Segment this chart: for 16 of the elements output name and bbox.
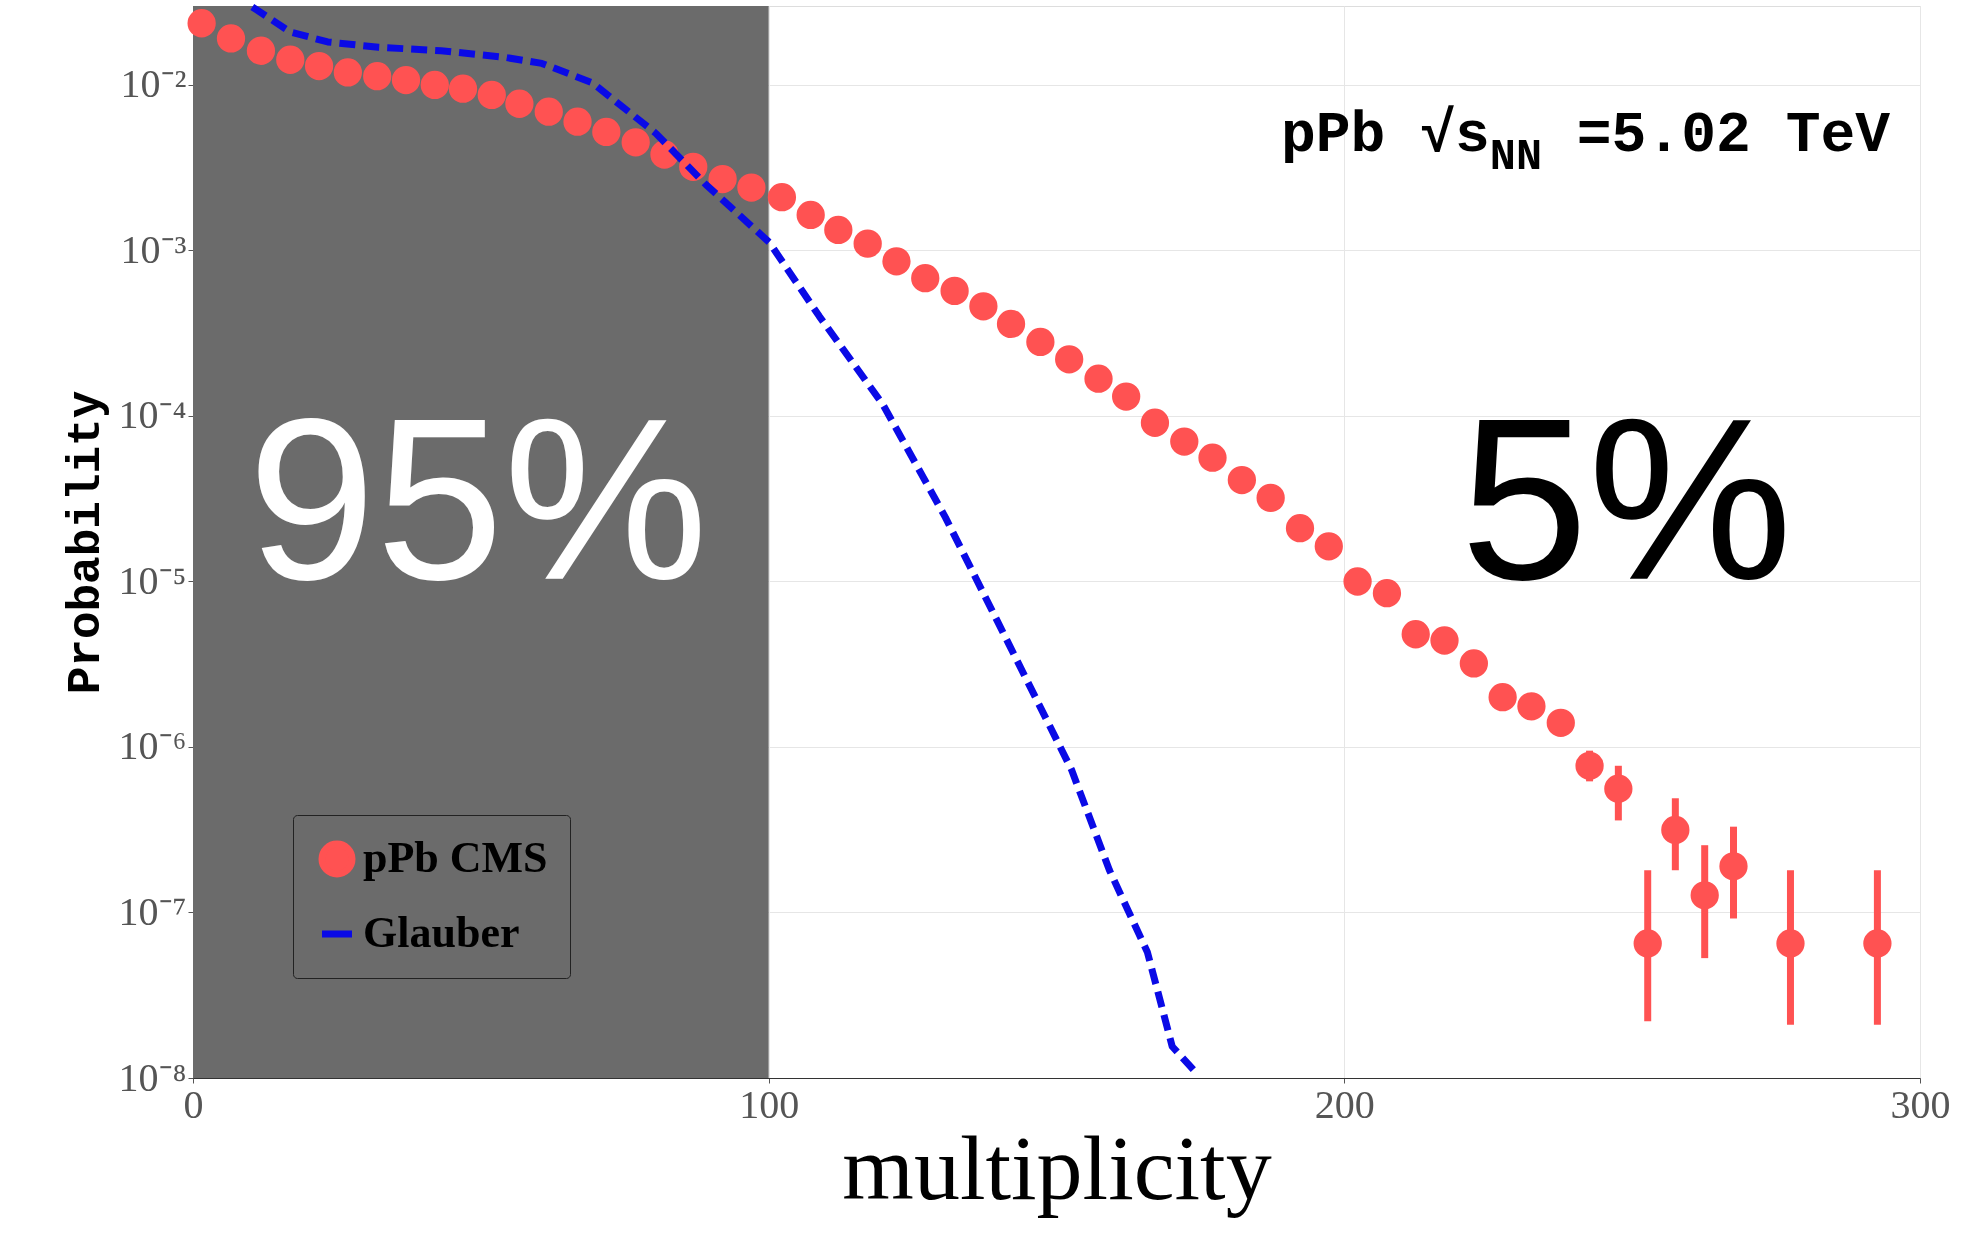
y-axis-title: Probability xyxy=(60,390,113,695)
annotation: 5% xyxy=(1460,370,1793,628)
y-tick-label: 10⁻⁵ xyxy=(118,557,187,603)
x-tick-label: 0 xyxy=(183,1081,204,1127)
y-tick-label: 10⁻⁷ xyxy=(118,888,187,934)
legend-label: Glauber xyxy=(363,908,520,957)
y-tick-label: 10⁻⁴ xyxy=(118,392,187,438)
y-tick-label: 10⁻⁶ xyxy=(118,723,187,769)
annotation: 95% xyxy=(247,370,709,628)
x-axis-title: multiplicity xyxy=(842,1116,1272,1219)
x-tick-label: 100 xyxy=(739,1081,800,1127)
y-tick-label: 10⁻³ xyxy=(120,226,187,272)
y-tick-label: 10⁻² xyxy=(120,61,187,107)
x-tick-label: 200 xyxy=(1314,1081,1375,1127)
x-tick-label: 300 xyxy=(1890,1081,1951,1127)
legend-label: pPb CMS xyxy=(363,833,548,882)
